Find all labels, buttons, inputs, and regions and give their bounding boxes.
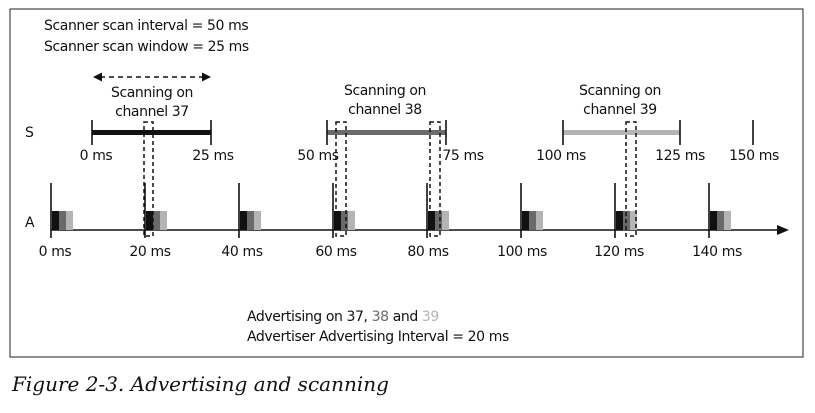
- overlap-box-60ms: [335, 121, 347, 237]
- scan-bar-37: [91, 120, 212, 145]
- advertising-channel-block: [52, 211, 59, 230]
- advertising-channel-block: [59, 211, 66, 230]
- advertising-channel-block: [428, 211, 435, 230]
- advertising-channel-block: [536, 211, 543, 230]
- advertising-channel-block: [160, 211, 167, 230]
- advertising-channel-block: [442, 211, 449, 230]
- adv-tick-label-0: 0 ms: [39, 244, 72, 260]
- scan-window-37-line1: Scanning on: [111, 85, 193, 101]
- adv-tick-label-20: 20 ms: [129, 244, 170, 260]
- scan-end-label-38: 75 ms: [442, 148, 483, 164]
- legend-and: and: [389, 309, 422, 325]
- scan-tick-label-150: 150 ms: [729, 148, 779, 164]
- diagram-frame: [9, 8, 804, 358]
- scan-end-label-37: 25 ms: [192, 148, 233, 164]
- advertising-event: [708, 183, 731, 238]
- scan-start-label-37: 0 ms: [80, 148, 113, 164]
- scan-end-label-39: 125 ms: [655, 148, 705, 164]
- advertising-channel-block: [435, 211, 442, 230]
- overlap-boxes: [143, 121, 637, 237]
- advertising-event: [144, 183, 167, 238]
- advertising-channel-block: [153, 211, 160, 230]
- scan-window-39-line2: channel 39: [583, 102, 657, 118]
- advertiser-row-label: A: [25, 215, 35, 231]
- advertising-event: [50, 183, 73, 238]
- advertising-channel-block: [529, 211, 536, 230]
- overlap-box-80ms: [429, 121, 441, 237]
- advertising-event: [238, 183, 261, 238]
- scan-window-arrow: [93, 72, 211, 82]
- adv-tick-label-120: 120 ms: [594, 244, 644, 260]
- advertising-channel-block: [616, 211, 623, 230]
- scan-window-39-line1: Scanning on: [579, 83, 661, 99]
- advertising-channel-block: [348, 211, 355, 230]
- advertising-channel-block: [341, 211, 348, 230]
- legend-channel-39: 39: [422, 309, 439, 325]
- advertising-channel-block: [710, 211, 717, 230]
- advertising-channel-block: [630, 211, 637, 230]
- advertising-event: [332, 183, 355, 238]
- adv-tick-label-80: 80 ms: [407, 244, 448, 260]
- scan-window-text: Scanner scan window = 25 ms: [44, 39, 249, 55]
- advertising-event: [520, 183, 543, 238]
- advertising-interval-text: Advertiser Advertising Interval = 20 ms: [247, 329, 509, 345]
- scan-start-label-38: 50 ms: [297, 148, 338, 164]
- figure-caption: Figure 2-3. Advertising and scanning: [12, 372, 389, 396]
- legend-channel-38: 38: [372, 309, 389, 325]
- advertising-channel-block: [254, 211, 261, 230]
- scanner-row-label: S: [25, 125, 34, 141]
- overlap-box-120ms: [625, 121, 637, 237]
- advertising-channel-block: [66, 211, 73, 230]
- overlap-box-20ms: [143, 121, 154, 237]
- scan-window-37-line2: channel 37: [115, 104, 189, 120]
- advertising-channel-block: [334, 211, 341, 230]
- scan-window-38-line2: channel 38: [348, 102, 422, 118]
- scan-bar-38: [326, 120, 447, 145]
- scan-bar-39: [562, 120, 681, 145]
- adv-tick-label-40: 40 ms: [221, 244, 262, 260]
- advertising-channel-block: [247, 211, 254, 230]
- advertising-channel-block: [146, 211, 153, 230]
- time-axis-arrowhead: [777, 225, 789, 235]
- scan-interval-text: Scanner scan interval = 50 ms: [44, 18, 248, 34]
- adv-tick-label-100: 100 ms: [497, 244, 547, 260]
- advertising-channel-block: [522, 211, 529, 230]
- adv-tick-label-140: 140 ms: [692, 244, 742, 260]
- advertising-channel-block: [717, 211, 724, 230]
- scan-start-label-39: 100 ms: [536, 148, 586, 164]
- adv-tick-label-60: 60 ms: [315, 244, 356, 260]
- legend-prefix: Advertising on 37,: [247, 309, 372, 325]
- scan-window-38-line1: Scanning on: [344, 83, 426, 99]
- advertising-event: [426, 183, 449, 238]
- advertising-channel-block: [240, 211, 247, 230]
- advertising-channels-text: Advertising on 37, 38 and 39: [247, 309, 439, 325]
- advertising-channel-block: [724, 211, 731, 230]
